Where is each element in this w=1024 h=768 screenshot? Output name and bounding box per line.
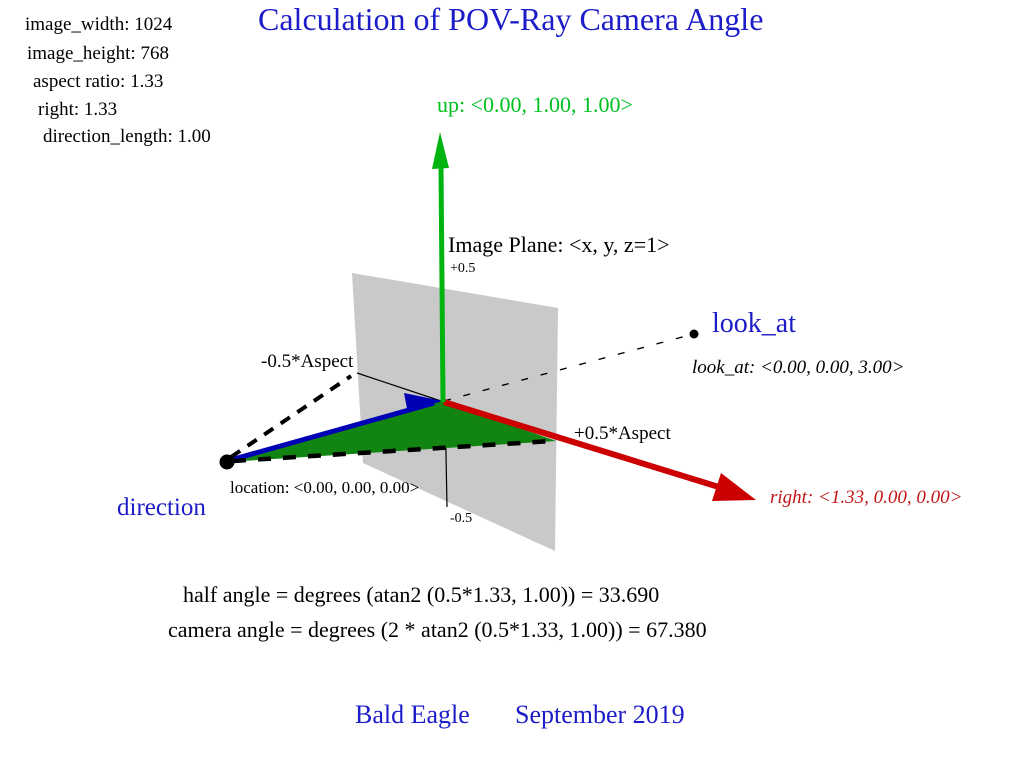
info-line-image-width: image_width: 1024 [25,14,173,35]
camera-angle-formula: camera angle = degrees (2 * atan2 (0.5*1… [168,617,707,642]
info-line-right: right: 1.33 [38,99,118,120]
edge-ray-bottom-dashed [232,438,553,464]
half-angle-formula: half angle = degrees (atan2 (0.5*1.33, 1… [183,582,660,607]
direction-arrow-line [226,400,435,464]
footer-date: September 2019 [515,700,685,729]
location-dot [219,454,235,470]
location-value-label: location: <0.00, 0.00, 0.00> [230,478,420,497]
page-title: Calculation of POV-Ray Camera Angle [258,1,764,37]
y-minus-tick-label: -0.5 [450,511,473,526]
half-angle-triangle [227,401,556,462]
image-plane-label: Image Plane: <x, y, z=1> [448,232,670,257]
info-line-direction-length: direction_length: 1.00 [43,126,211,147]
look-at-dot [689,329,699,339]
look-at-label: look_at [712,308,796,339]
x-plus-aspect-label: +0.5*Aspect [574,423,671,444]
footer-author: Bald Eagle [355,700,470,729]
direction-label: direction [117,494,206,521]
look-at-value-label: look_at: <0.00, 0.00, 3.00> [692,357,905,378]
up-vector-label: up: <0.00, 1.00, 1.00> [437,92,633,117]
up-arrowhead [432,132,449,169]
up-arrow-line [438,165,446,403]
right-value-label: right: <1.33, 0.00, 0.00> [770,487,963,508]
y-plus-tick-label: +0.5 [450,261,476,276]
view-ray-dashed-line [443,335,687,402]
right-arrow-line [443,399,723,491]
x-minus-aspect-label: -0.5*Aspect [261,351,354,372]
info-line-image-height: image_height: 768 [27,43,169,64]
edge-ray-left-dashed [229,374,353,459]
x-axis-negative-line [356,372,445,403]
info-line-aspect-ratio: aspect ratio: 1.33 [33,71,164,92]
right-arrowhead [712,473,756,501]
